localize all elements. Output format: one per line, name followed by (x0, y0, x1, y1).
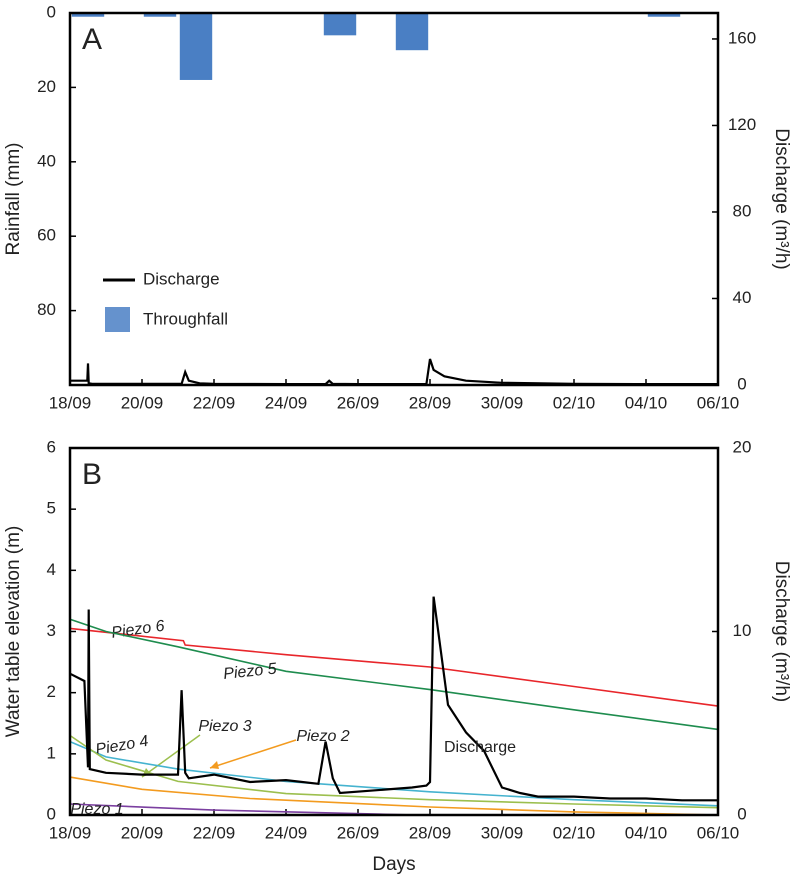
annotation-arrow (209, 739, 297, 769)
y2-tick-label: 160 (728, 28, 756, 47)
series-label: Piezo 3 (198, 718, 251, 735)
bar (179, 13, 213, 80)
bar (647, 13, 681, 17)
y-tick-label: 0 (47, 804, 56, 823)
x-tick-label: 22/09 (193, 393, 236, 412)
y-tick-label: 20 (37, 77, 56, 96)
bar (71, 13, 105, 17)
x-tick-label: 20/09 (121, 823, 164, 842)
y2-tick-label: 0 (737, 804, 746, 823)
y-tick-label: 0 (47, 2, 56, 21)
x-tick-label: 26/09 (337, 823, 380, 842)
x-tick-label: 18/09 (49, 823, 92, 842)
data-line (69, 803, 416, 816)
y-tick-label: 6 (47, 437, 56, 456)
x-tick-label: 06/10 (697, 823, 740, 842)
data-line (69, 618, 719, 731)
panel-label: A (82, 23, 102, 56)
x-tick-label: 24/09 (265, 393, 308, 412)
y-tick-label: 3 (47, 621, 56, 640)
y2-tick-label: 10 (733, 621, 752, 640)
data-line (69, 776, 719, 816)
bar (395, 13, 429, 51)
x-tick-label: 28/09 (409, 393, 452, 412)
series-label: Piezo 4 (94, 733, 150, 759)
bar (323, 13, 357, 36)
x-tick-label: 28/09 (409, 823, 452, 842)
y-tick-label: 4 (47, 560, 56, 579)
y-tick-label: 5 (47, 499, 56, 518)
series-label: Piezo 2 (296, 728, 349, 745)
x-tick-label: 02/10 (553, 823, 596, 842)
x-tick-label: 18/09 (49, 393, 92, 412)
plot-frame (68, 446, 720, 817)
data-line (70, 358, 718, 386)
x-tick-label: 26/09 (337, 393, 380, 412)
data-line (69, 740, 719, 807)
legend-label: Throughfall (143, 309, 228, 328)
y2-tick-label: 0 (737, 374, 746, 393)
y2-axis-label: Discharge (m³/h) (771, 561, 792, 702)
y-tick-label: 80 (37, 300, 56, 319)
y-axis-label: Rainfall (mm) (3, 143, 24, 256)
x-tick-label: 04/10 (625, 823, 668, 842)
data-line (69, 734, 719, 809)
y-axis-label: Water table elevation (m) (3, 526, 24, 738)
x-tick-label: 24/09 (265, 823, 308, 842)
data-line (69, 596, 718, 802)
data-line (69, 627, 719, 707)
x-tick-label: 30/09 (481, 393, 524, 412)
series-label: Discharge (444, 739, 516, 756)
plot-frame (68, 11, 720, 387)
legend-swatch (105, 307, 130, 332)
y-tick-label: 60 (37, 226, 56, 245)
y2-tick-label: 120 (728, 115, 756, 134)
annotation-arrow (141, 734, 201, 778)
y2-tick-label: 40 (733, 288, 752, 307)
x-axis-label: Days (372, 854, 415, 875)
x-tick-label: 20/09 (121, 393, 164, 412)
x-tick-label: 02/10 (553, 393, 596, 412)
y2-tick-label: 20 (733, 437, 752, 456)
x-tick-label: 22/09 (193, 823, 236, 842)
y2-tick-label: 80 (733, 201, 752, 220)
x-tick-label: 06/10 (697, 393, 740, 412)
x-tick-label: 04/10 (625, 393, 668, 412)
y-tick-label: 1 (47, 743, 56, 762)
legend-label: Discharge (143, 269, 220, 288)
y2-axis-label: Discharge (m³/h) (771, 128, 792, 269)
arrow-head (210, 761, 219, 769)
series-label: Piezo 5 (223, 660, 278, 683)
y-tick-label: 40 (37, 151, 56, 170)
panel-label: B (82, 458, 102, 491)
y-tick-label: 2 (47, 682, 56, 701)
bar (143, 13, 177, 17)
x-tick-label: 30/09 (481, 823, 524, 842)
